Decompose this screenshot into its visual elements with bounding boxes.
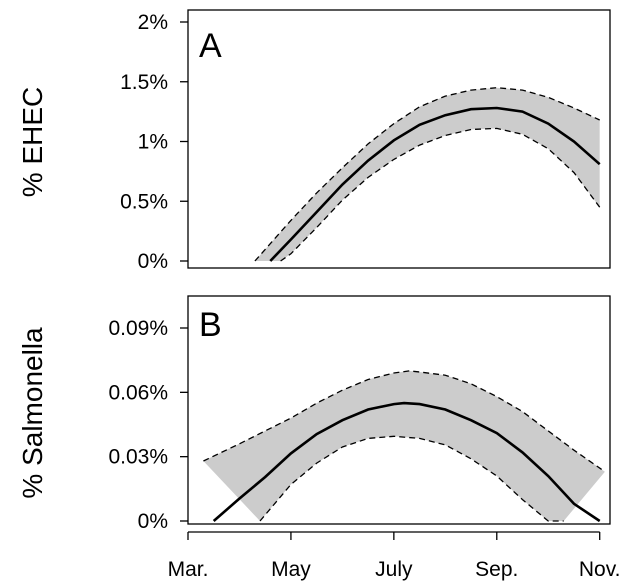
panel-a-y-tick-label: 2%	[138, 11, 168, 34]
panel-b-lower-bound-line	[259, 435, 564, 522]
panel-a-y-tick-label: 1.5%	[120, 71, 168, 94]
panel-b-frame	[187, 295, 611, 525]
panel-b-y-tick-label: 0%	[138, 510, 168, 533]
panel-b-y-tick-label: 0.03%	[108, 446, 168, 469]
panel-b-y-tick-label: 0.06%	[108, 381, 168, 404]
panel-a-estimate-line	[269, 106, 601, 262]
panel-a-y-axis-label: % EHEC	[17, 87, 48, 197]
x-tick-label: Sep.	[475, 558, 518, 581]
panel-a-plot-area	[254, 87, 601, 262]
x-tick-label: Nov.	[579, 558, 621, 581]
panel-b-plot-area	[203, 370, 606, 523]
x-tick-label: May	[271, 558, 311, 581]
x-axis: Mar. May July Sep. Nov.	[168, 531, 621, 581]
panel-b-confidence-band	[203, 370, 605, 521]
panel-b-y-tick-label: 0.09%	[108, 317, 168, 340]
panel-a-y-tick-label: 1%	[138, 131, 168, 154]
x-tick-label: July	[375, 558, 413, 581]
panel-b-label: B	[199, 306, 222, 344]
panel-a-y-tick-label: 0%	[138, 250, 168, 273]
panel-a-y-tick-label: 0.5%	[120, 190, 168, 213]
panel-a-label: A	[199, 27, 222, 65]
x-tick-label: Mar.	[168, 558, 209, 581]
panel-a: % EHEC A 0% 0.5% 1% 1.5% 2%	[17, 9, 611, 273]
panel-b-estimate-line	[212, 401, 601, 523]
panel-a-lower-bound-line	[280, 127, 601, 262]
panel-a-confidence-band	[254, 87, 600, 261]
panel-a-frame	[187, 9, 611, 269]
panel-a-upper-bound-line	[254, 87, 600, 262]
panel-b: % Salmonella B 0% 0.03% 0.06% 0.09%	[17, 295, 611, 533]
panel-b-y-axis-label: % Salmonella	[17, 327, 48, 499]
